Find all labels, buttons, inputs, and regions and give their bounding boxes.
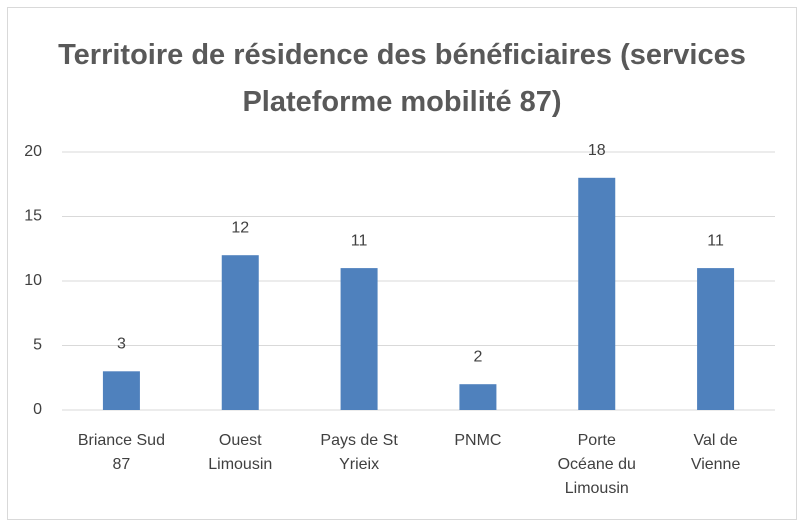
data-label: 11 <box>351 232 368 249</box>
bar <box>340 268 378 410</box>
bar <box>102 371 140 410</box>
chart-border <box>7 7 797 520</box>
data-label: 2 <box>473 348 482 365</box>
bar <box>459 384 497 410</box>
x-tick-label: Ouest Limousin <box>208 432 273 473</box>
x-tick-label: Pays de St Yrieix <box>320 432 398 473</box>
bar <box>578 177 616 410</box>
y-tick-label: 15 <box>24 208 42 225</box>
chart-title: Territoire de résidence des bénéficiaire… <box>58 39 746 118</box>
y-tick-label: 5 <box>33 337 42 354</box>
data-label: 18 <box>588 142 606 159</box>
y-tick-label: 10 <box>24 272 42 289</box>
x-tick-label: Val de Vienne <box>690 432 741 473</box>
x-tick-label: PNMC <box>454 432 502 449</box>
x-tick-label: Briance Sud 87 <box>77 432 165 473</box>
bar <box>221 255 259 410</box>
data-label: 11 <box>707 232 724 249</box>
y-tick-label: 0 <box>33 401 42 418</box>
y-tick-label: 20 <box>24 143 42 160</box>
bar <box>697 268 735 410</box>
data-label: 12 <box>231 219 249 236</box>
data-label: 3 <box>117 336 126 353</box>
x-tick-label: Porte Océane du Limousin <box>557 432 636 497</box>
